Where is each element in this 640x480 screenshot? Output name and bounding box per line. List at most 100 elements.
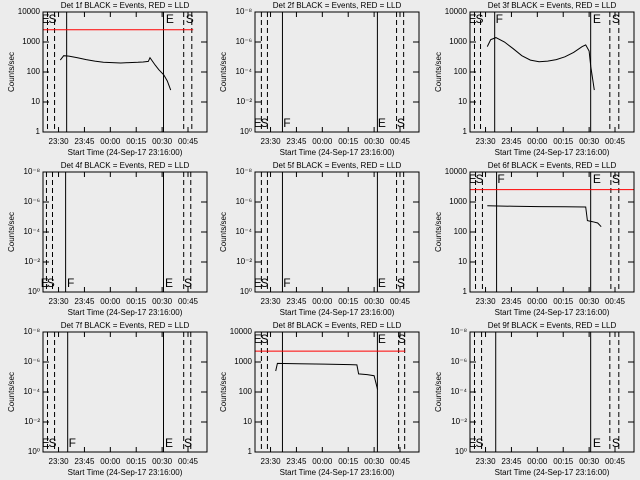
y-tick-label: 10⁻⁶ <box>24 197 40 206</box>
event-marker: E <box>378 332 386 346</box>
x-tick-label: 23:45 <box>74 457 95 466</box>
x-tick-label: 00:45 <box>390 457 411 466</box>
y-tick-label: 1 <box>36 127 41 136</box>
y-tick-label: 10⁻⁸ <box>236 7 253 16</box>
x-tick-label: 00:45 <box>605 457 626 466</box>
x-axis-label: Start Time (24-Sep-17 23:16:00) <box>280 468 395 477</box>
y-tick-label: 10⁻⁴ <box>235 227 252 236</box>
event-marker: E <box>41 276 49 290</box>
y-tick-label: 10⁻² <box>236 97 252 106</box>
event-marker: S <box>475 12 483 26</box>
y-tick-label: 10000 <box>445 167 468 176</box>
x-tick-label: 23:30 <box>476 457 497 466</box>
x-tick-label: 23:45 <box>74 297 95 306</box>
x-axis-label: Start Time (24-Sep-17 23:16:00) <box>68 148 183 157</box>
data-line <box>59 55 172 91</box>
chart-title: Det 2f BLACK = Events, RED = LLD <box>273 1 402 10</box>
x-axis-label: Start Time (24-Sep-17 23:16:00) <box>495 308 610 317</box>
plot-frame <box>254 11 420 133</box>
y-tick-label: 1000 <box>22 37 40 46</box>
plot-frame <box>469 171 635 293</box>
x-tick-label: 23:30 <box>49 137 70 146</box>
x-tick-label: 00:15 <box>126 297 147 306</box>
y-tick-label: 10⁻² <box>24 257 40 266</box>
x-tick-label: 00:15 <box>553 297 574 306</box>
x-tick-label: 23:45 <box>286 297 307 306</box>
y-tick-label: 10⁻⁴ <box>23 387 40 396</box>
event-marker: S <box>48 436 56 450</box>
y-tick-label: 10⁻⁴ <box>23 227 40 236</box>
x-tick-label: 23:30 <box>49 457 70 466</box>
x-tick-label: 23:30 <box>476 137 497 146</box>
event-marker: F <box>496 12 503 26</box>
y-axis-label: Counts/sec <box>219 372 228 412</box>
chart-title: Det 9f BLACK = Events, RED = LLD <box>488 321 617 330</box>
x-tick-label: 00:45 <box>605 137 626 146</box>
y-tick-label: 1 <box>463 127 468 136</box>
x-tick-label: 23:30 <box>476 297 497 306</box>
y-tick-label: 10⁰ <box>28 287 40 296</box>
x-tick-label: 00:15 <box>553 137 574 146</box>
plot-frame <box>469 331 635 453</box>
y-tick-label: 10⁻⁴ <box>235 67 252 76</box>
x-tick-label: 00:30 <box>152 137 173 146</box>
y-tick-label: 10⁰ <box>28 447 40 456</box>
event-marker: S <box>398 332 406 346</box>
data-line <box>486 37 595 91</box>
event-marker: E <box>378 116 386 130</box>
y-tick-label: 10⁻⁸ <box>451 327 468 336</box>
y-tick-label: 10⁻⁸ <box>24 327 41 336</box>
event-marker: S <box>47 276 55 290</box>
event-marker: S <box>184 436 192 450</box>
x-tick-label: 00:00 <box>527 137 548 146</box>
event-marker: S <box>612 436 620 450</box>
plot-frame <box>254 331 420 453</box>
y-tick-label: 10⁻² <box>451 417 467 426</box>
chart-title: Det 5f BLACK = Events, RED = LLD <box>273 161 402 170</box>
y-tick-label: 10 <box>31 97 40 106</box>
x-tick-label: 00:00 <box>100 297 121 306</box>
y-tick-label: 1000 <box>234 357 252 366</box>
x-tick-label: 23:45 <box>286 137 307 146</box>
plot-frame <box>42 171 208 293</box>
y-axis-label: Counts/sec <box>219 52 228 92</box>
x-tick-label: 23:45 <box>501 457 522 466</box>
chart-title: Det 3f BLACK = Events, RED = LLD <box>488 1 617 10</box>
y-tick-label: 10⁻⁶ <box>236 37 252 46</box>
x-tick-label: 00:45 <box>178 457 199 466</box>
x-axis-label: Start Time (24-Sep-17 23:16:00) <box>68 468 183 477</box>
event-marker: E <box>469 12 477 26</box>
y-tick-label: 10000 <box>18 7 41 16</box>
x-tick-label: 00:30 <box>364 297 385 306</box>
y-tick-label: 10⁻⁴ <box>450 387 467 396</box>
y-tick-label: 10⁰ <box>240 287 252 296</box>
event-marker: E <box>165 276 173 290</box>
y-tick-label: 1 <box>463 287 468 296</box>
x-tick-label: 00:00 <box>100 137 121 146</box>
event-marker: E <box>166 12 174 26</box>
y-tick-label: 100 <box>27 67 41 76</box>
x-tick-label: 00:00 <box>312 137 333 146</box>
x-tick-label: 00:00 <box>100 457 121 466</box>
y-tick-label: 10⁻² <box>24 417 40 426</box>
x-axis-label: Start Time (24-Sep-17 23:16:00) <box>495 468 610 477</box>
x-axis-label: Start Time (24-Sep-17 23:16:00) <box>495 148 610 157</box>
event-marker: E <box>42 436 50 450</box>
event-marker: E <box>254 332 262 346</box>
x-tick-label: 00:45 <box>178 137 199 146</box>
y-axis-label: Counts/sec <box>7 212 16 252</box>
event-marker: F <box>67 276 74 290</box>
event-marker: S <box>612 172 620 186</box>
x-tick-label: 00:15 <box>338 297 359 306</box>
x-tick-label: 23:45 <box>501 137 522 146</box>
y-tick-label: 10⁻⁸ <box>236 167 253 176</box>
y-tick-label: 10⁻⁶ <box>24 357 40 366</box>
chart-title: Det 7f BLACK = Events, RED = LLD <box>61 321 190 330</box>
plot-frame <box>42 11 208 133</box>
event-marker: E <box>42 12 50 26</box>
event-marker: E <box>254 116 262 130</box>
x-tick-label: 00:15 <box>126 137 147 146</box>
y-axis-label: Counts/sec <box>434 372 443 412</box>
chart-title: Det 6f BLACK = Events, RED = LLD <box>488 161 617 170</box>
x-axis-label: Start Time (24-Sep-17 23:16:00) <box>280 148 395 157</box>
